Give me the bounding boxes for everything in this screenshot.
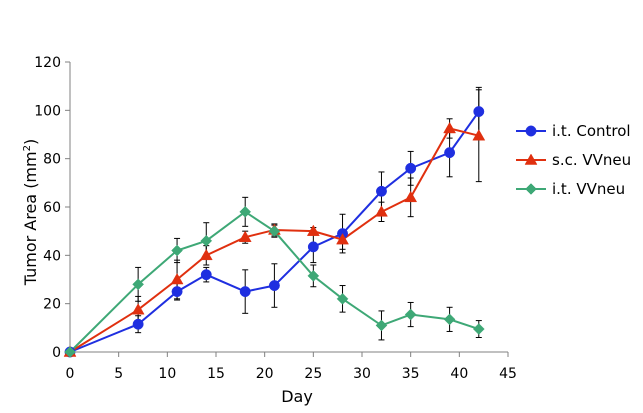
i-t-control-point: [268, 280, 280, 291]
s-c-vvneu-point: [336, 233, 349, 245]
i-t-vvneu-point: [404, 308, 417, 321]
x-tick-label: 20: [256, 366, 274, 382]
i-t-control-point: [473, 106, 485, 117]
series-lines: [69, 110, 480, 353]
s-c-vvneu-point: [404, 190, 418, 203]
i-t-vvneu-point: [472, 323, 485, 335]
s-c-vvneu-point: [375, 205, 388, 217]
x-tick-label: 0: [66, 366, 75, 382]
y-axis-title-superscript: 2: [22, 145, 33, 151]
error-bars: [135, 86, 482, 341]
s-c-vvneu-point: [131, 303, 145, 315]
x-axis-title: Day: [281, 387, 313, 406]
x-tick-label: 10: [158, 366, 176, 382]
i-t-vvneu-point: [375, 319, 388, 332]
i-t-control-point: [171, 286, 183, 298]
i-t-vvneu-legend-label: i.t. VVneu: [552, 180, 625, 198]
y-tick-label: 20: [43, 297, 61, 313]
s-c-vvneu-point: [306, 224, 320, 236]
s-c-vvneu-legend-marker: [524, 153, 538, 165]
s-c-vvneu-line: [69, 127, 480, 353]
i-t-vvneu-point: [268, 225, 281, 238]
i-t-control-point: [444, 147, 456, 159]
i-t-control-point: [132, 318, 144, 330]
ticks: 0 20 40 60 80 100 120 0 5 10 15 20 25 30 35 40 45: [34, 55, 517, 382]
s-c-vvneu-point: [472, 129, 486, 141]
y-tick-label: 80: [43, 152, 61, 168]
i-t-vvneu-point: [132, 278, 144, 291]
i-t-vvneu-point: [200, 234, 213, 247]
i-t-vvneu-point: [443, 313, 456, 326]
i-t-vvneu-line: [69, 210, 480, 353]
y-axis-title-close: ): [21, 139, 40, 145]
s-c-vvneu-point: [199, 248, 213, 261]
i-t-control-point: [239, 286, 251, 298]
i-t-control-legend-marker: [525, 125, 537, 137]
i-t-control-line: [69, 110, 480, 353]
x-tick-label: 45: [499, 366, 517, 382]
series-markers: [63, 106, 486, 358]
i-t-vvneu-point: [336, 292, 349, 305]
i-t-vvneu-point: [239, 205, 252, 218]
s-c-vvneu-legend-label: s.c. VVneu: [552, 151, 631, 169]
i-t-vvneu-point: [171, 244, 183, 257]
i-t-vvneu-legend-marker: [525, 183, 537, 195]
s-c-vvneu-point: [170, 272, 184, 285]
i-t-control-point: [307, 241, 319, 253]
i-t-control-point: [376, 185, 387, 197]
i-t-vvneu-point: [64, 346, 76, 358]
s-c-vvneu-point: [443, 121, 457, 134]
y-axis-title: Tumor Area (mm2): [21, 139, 40, 286]
legend: i.t. Control s.c. VVneu i.t. VVneu: [516, 122, 631, 198]
y-tick-label: 120: [34, 55, 61, 71]
x-tick-label: 25: [304, 366, 322, 382]
y-tick-label: 60: [43, 200, 61, 216]
y-tick-label: 0: [52, 345, 61, 361]
y-tick-label: 40: [43, 248, 61, 264]
i-t-control-point: [200, 269, 212, 281]
s-c-vvneu-point: [238, 230, 252, 242]
i-t-control-legend-label: i.t. Control: [552, 122, 631, 140]
i-t-control-point: [405, 162, 417, 174]
y-tick-label: 100: [34, 103, 61, 119]
y-axis-title-text: Tumor Area (mm: [21, 151, 40, 286]
x-tick-label: 40: [450, 366, 468, 382]
x-tick-label: 5: [114, 366, 123, 382]
i-t-vvneu-point: [307, 270, 320, 282]
x-tick-label: 35: [402, 366, 420, 382]
x-tick-label: 15: [207, 366, 225, 382]
x-tick-label: 30: [353, 366, 371, 382]
